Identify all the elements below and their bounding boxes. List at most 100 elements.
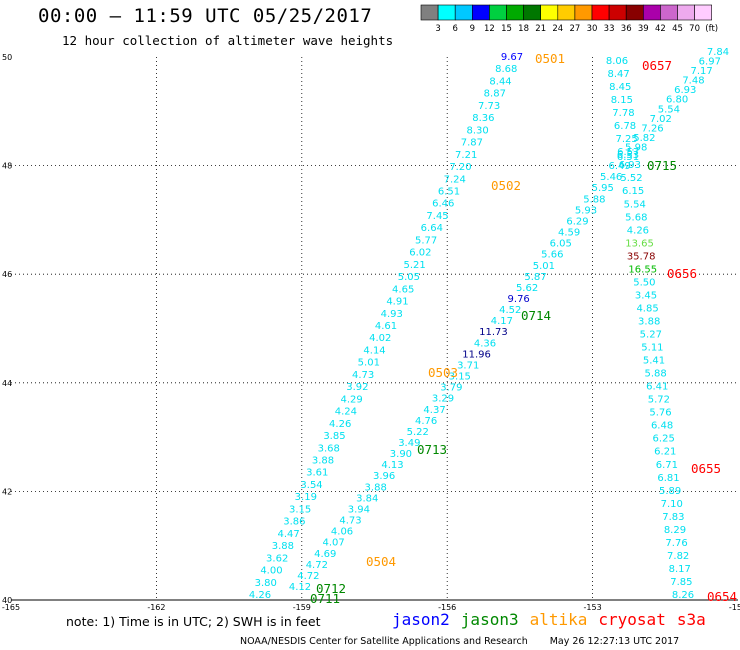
swh-value-label: 7.21 (455, 150, 477, 161)
swh-value-label: 5.88 (645, 369, 667, 380)
swh-value-label: 4.52 (499, 305, 521, 316)
swh-value-label: 3.88 (312, 456, 334, 467)
pass-time-label: 0656 (667, 266, 697, 281)
swh-value-label: 5.93 (575, 205, 597, 216)
color-scale-label: 33 (604, 24, 615, 34)
swh-value-label: 7.83 (662, 512, 684, 523)
swh-value-label: 3.61 (306, 468, 328, 479)
lat-tick-label: 42 (2, 487, 12, 496)
swh-value-label: 8.87 (484, 89, 506, 100)
swh-value-label: 4.37 (423, 405, 445, 416)
swh-value-label: 5.50 (633, 277, 655, 288)
swh-value-label: 3.15 (449, 372, 471, 383)
swh-value-label: 6.93 (674, 85, 696, 96)
pass-time-label: 0655 (691, 461, 721, 476)
swh-value-label: 6.25 (653, 434, 675, 445)
swh-value-label: 6.51 (617, 152, 639, 163)
lat-tick-label: 40 (2, 596, 12, 605)
swh-value-label: 5.87 (524, 272, 546, 283)
swh-value-label: 7.26 (641, 123, 663, 134)
pass-time-label: 0711 (310, 591, 340, 606)
swh-value-label: 6.29 (566, 216, 588, 227)
swh-value-label: 5.01 (358, 358, 380, 369)
color-scale-label: 42 (655, 24, 666, 34)
color-scale-label: 24 (552, 24, 563, 34)
swh-value-label: 6.78 (614, 121, 636, 132)
swh-value-label: 6.80 (666, 95, 688, 106)
swh-value-label: 3.96 (373, 471, 395, 482)
swh-value-label: 7.76 (665, 538, 687, 549)
swh-value-label: 3.94 (348, 504, 370, 515)
swh-value-label: 5.68 (625, 212, 647, 223)
swh-value-label: 3.49 (398, 438, 420, 449)
swh-value-label: 3.85 (323, 431, 345, 442)
swh-value-label: 7.48 (682, 76, 704, 87)
swh-value-label: 4.91 (386, 297, 408, 308)
swh-value-label: 8.44 (489, 76, 511, 87)
swh-value-label: 4.69 (314, 549, 336, 560)
swh-value-label: 4.00 (260, 566, 282, 577)
swh-value-label: 3.54 (300, 480, 322, 491)
swh-value-label: 5.27 (640, 330, 662, 341)
swh-value-label: 3.68 (318, 443, 340, 454)
swh-value-label: 4.07 (323, 538, 345, 549)
pass-time-label: 0713 (417, 442, 447, 457)
swh-value-label: 4.61 (375, 321, 397, 332)
swh-value-label: 6.53 (617, 150, 639, 161)
swh-value-label: 5.66 (541, 250, 563, 261)
swh-value-label: 4.85 (636, 303, 658, 314)
generated-timestamp: May 26 12:27:13 UTC 2017 (549, 636, 680, 647)
swh-value-label: 3.88 (272, 541, 294, 552)
swh-value-label: 4.36 (474, 338, 496, 349)
lon-tick-label: -156 (438, 603, 456, 612)
swh-value-label: 11.96 (462, 349, 491, 360)
swh-value-label: 5.22 (407, 427, 429, 438)
swh-value-label: 6.51 (438, 187, 460, 198)
swh-value-label: 5.62 (516, 283, 538, 294)
swh-value-label: 5.89 (659, 486, 681, 497)
swh-value-label: 3.84 (356, 493, 378, 504)
swh-value-label: 4.59 (558, 228, 580, 239)
swh-value-label: 5.11 (641, 343, 663, 354)
swh-value-label: 7.25 (616, 134, 638, 145)
swh-value-label: 7.20 (449, 162, 471, 173)
color-scale-label: 21 (535, 24, 546, 34)
swh-value-label: 6.15 (622, 186, 644, 197)
swh-value-label: 8.30 (467, 125, 489, 136)
color-scale-bar: 3 6 9 12 15 18 21 24 27 30 33 36 39 42 45 70 (ft) (420, 4, 718, 34)
swh-value-label: 4.26 (329, 419, 351, 430)
swh-value-label: 4.65 (392, 284, 414, 295)
swh-value-label: 6.05 (550, 239, 572, 250)
swh-value-label: 4.72 (297, 571, 319, 582)
swh-value-label: 3.86 (283, 517, 305, 528)
swh-value-label: 3.19 (295, 492, 317, 503)
swh-value-label: 5.46 (600, 172, 622, 183)
legend-cryosat: cryosat (598, 610, 666, 629)
swh-value-label: 3.80 (255, 578, 277, 589)
swh-value-label: 4.24 (335, 407, 357, 418)
swh-value-label: 6.41 (646, 382, 668, 393)
swh-value-label: 5.05 (398, 272, 420, 283)
swh-value-label: 7.78 (612, 108, 634, 119)
swh-value-label: 8.29 (664, 525, 686, 536)
pass-time-label: 0504 (366, 554, 396, 569)
swh-value-label: 9.76 (508, 294, 530, 305)
lat-tick-label: 48 (2, 162, 12, 171)
legend-jason2: jason2 (392, 610, 450, 629)
swh-value-label: 8.47 (607, 69, 629, 80)
swh-value-label: 5.88 (583, 194, 605, 205)
pass-time-label: 0501 (535, 51, 565, 66)
swh-value-label: 5.76 (649, 408, 671, 419)
swh-value-label: 5.41 (643, 356, 665, 367)
credit-line: NOAA/NESDIS Center for Satellite Applica… (240, 636, 679, 647)
swh-value-label: 4.02 (369, 333, 391, 344)
swh-value-label: 11.73 (479, 327, 508, 338)
swh-value-label: 13.65 (625, 238, 654, 249)
swh-value-label: 5.72 (648, 395, 670, 406)
color-scale-label: 39 (638, 24, 649, 34)
legend-s3a: s3a (676, 610, 706, 629)
swh-value-label: 3.88 (365, 482, 387, 493)
swh-value-label: 7.82 (667, 551, 689, 562)
swh-value-label: 8.06 (606, 56, 628, 67)
swh-value-label: 4.47 (278, 529, 300, 540)
